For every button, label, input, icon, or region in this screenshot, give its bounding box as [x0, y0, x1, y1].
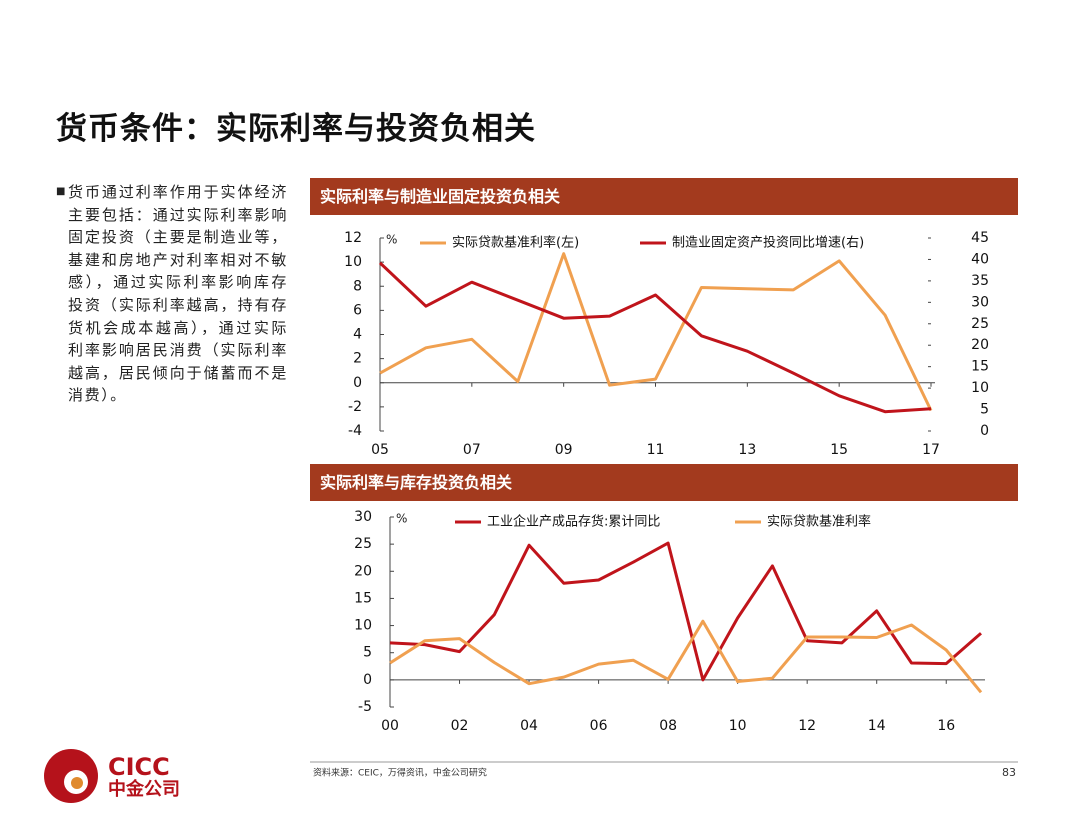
y2-tick-label: 0 — [980, 423, 989, 439]
y2-tick-label: 45 — [971, 230, 989, 246]
y-tick-label: 10 — [354, 618, 372, 634]
y-tick-label: 0 — [363, 672, 372, 688]
logo-name-cn: 中金公司 — [108, 778, 180, 800]
y-unit: % — [386, 233, 397, 247]
x-tick-label: 14 — [868, 718, 886, 734]
x-tick-label: 00 — [381, 718, 399, 734]
y2-tick-label: 10 — [971, 380, 989, 396]
bullet: ■ 货币通过利率作用于实体经济主要包括：通过实际利率影响固定投资（主要是制造业等… — [56, 181, 288, 407]
x-tick-label: 08 — [659, 718, 677, 734]
x-tick-label: 10 — [729, 718, 747, 734]
y-tick-label: 20 — [354, 563, 372, 579]
legend-label: 制造业固定资产投资同比增速(右) — [672, 235, 864, 251]
legend-label: 实际贷款基准利率(左) — [452, 235, 579, 251]
y2-tick-label: 25 — [971, 316, 989, 332]
logo-mark-dot — [71, 777, 83, 789]
slide-title: 货币条件：实际利率与投资负相关 — [56, 111, 536, 147]
chart-title: 实际利率与制造业固定投资负相关 — [320, 187, 560, 206]
legend-label: 工业企业产成品存货:累计同比 — [487, 514, 660, 530]
series-line — [378, 261, 932, 414]
x-tick-label: 05 — [371, 442, 389, 458]
y-tick-label: 8 — [353, 278, 362, 294]
y-tick-label: 12 — [344, 230, 362, 246]
x-tick-label: 16 — [937, 718, 955, 734]
x-tick-label: 09 — [555, 442, 573, 458]
x-tick-label: 12 — [798, 718, 816, 734]
y-tick-label: 2 — [353, 351, 362, 367]
bullet-mark: ■ — [56, 186, 66, 197]
y-tick-label: 0 — [353, 375, 362, 391]
chart-header — [310, 464, 1018, 501]
series-line — [389, 619, 983, 694]
x-tick-label: 11 — [647, 442, 665, 458]
series-line — [379, 252, 933, 412]
x-tick-label: 06 — [590, 718, 608, 734]
bullet-text: 货币通过利率作用于实体经济主要包括：通过实际利率影响固定投资（主要是制造业等，基… — [68, 183, 288, 405]
y-tick-label: 30 — [354, 509, 372, 525]
y-tick-label: 5 — [363, 645, 372, 661]
y-tick-label: 15 — [354, 590, 372, 606]
x-tick-label: 13 — [738, 442, 756, 458]
y-tick-label: -2 — [348, 399, 362, 415]
x-tick-label: 07 — [463, 442, 481, 458]
chart-title: 实际利率与库存投资负相关 — [320, 473, 512, 492]
y2-tick-label: 15 — [971, 359, 989, 375]
logo: CICC 中金公司 — [44, 749, 180, 803]
logo-name: CICC — [108, 753, 170, 781]
y-tick-label: 10 — [344, 254, 362, 270]
y2-tick-label: 20 — [971, 337, 989, 353]
chart-header — [310, 178, 1018, 215]
y2-tick-label: 35 — [971, 273, 989, 289]
y-tick-label: 25 — [354, 536, 372, 552]
source-note: 资料来源：CEIC，万得资讯，中金公司研究 — [313, 767, 487, 779]
x-tick-label: 04 — [520, 718, 538, 734]
y-tick-label: -5 — [358, 699, 372, 715]
x-tick-label: 02 — [451, 718, 469, 734]
y-tick-label: -4 — [348, 423, 362, 439]
y-unit: % — [396, 512, 407, 526]
y2-tick-label: 40 — [971, 251, 989, 267]
x-tick-label: 15 — [830, 442, 848, 458]
x-tick-label: 17 — [922, 442, 940, 458]
y-tick-label: 6 — [353, 302, 362, 318]
page-number: 83 — [1002, 766, 1016, 779]
legend-label: 实际贷款基准利率 — [767, 514, 871, 530]
y2-tick-label: 5 — [980, 402, 989, 418]
y2-tick-label: 30 — [971, 294, 989, 310]
series-line — [389, 541, 982, 682]
y-tick-label: 4 — [353, 327, 362, 343]
